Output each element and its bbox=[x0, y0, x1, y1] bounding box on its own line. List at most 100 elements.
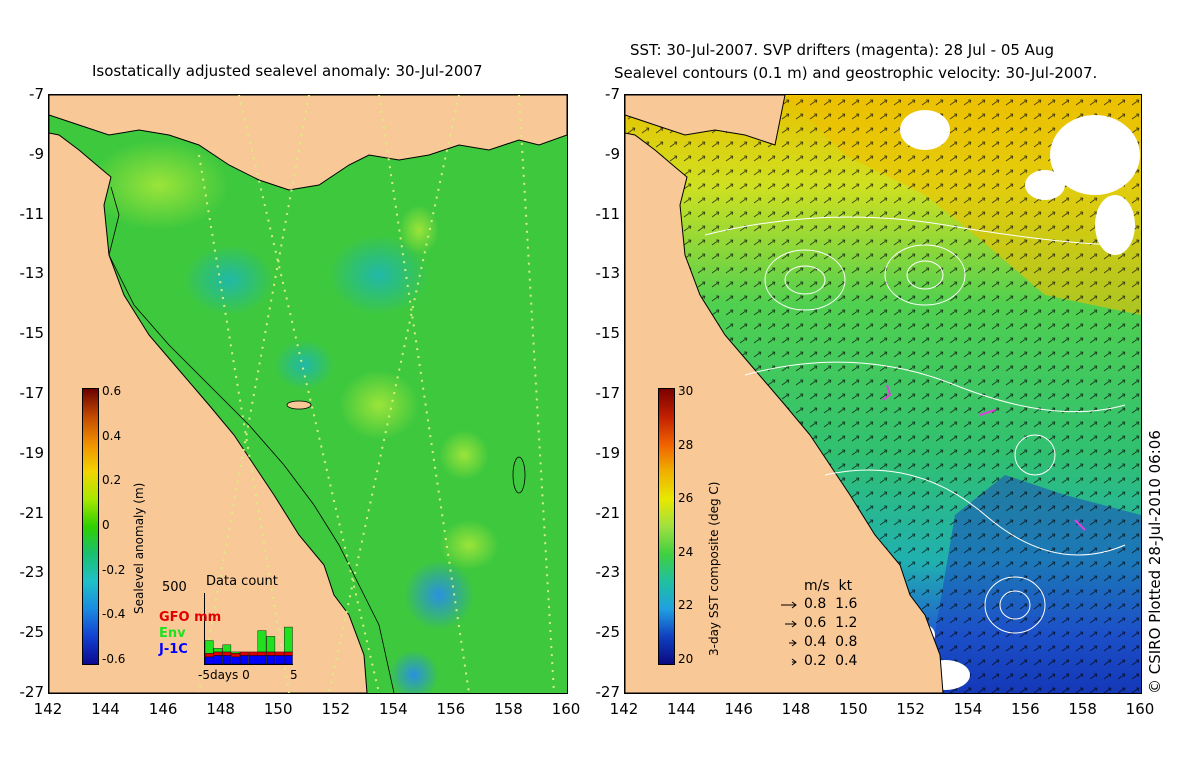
left-map-title: Isostatically adjusted sealevel anomaly:… bbox=[92, 62, 483, 80]
latitude-tick-label: -15 bbox=[595, 324, 621, 343]
latitude-tick-label: -13 bbox=[595, 264, 621, 283]
sealevel-anomaly-map bbox=[48, 94, 568, 694]
longitude-tick-label: 142 bbox=[33, 700, 63, 718]
data-count-bar-jason bbox=[222, 655, 232, 664]
latitude-tick-label: -21 bbox=[595, 503, 621, 522]
data-count-bar-gfo bbox=[275, 651, 284, 656]
latitude-tick-label: -15 bbox=[19, 324, 45, 343]
longitude-tick-label: 156 bbox=[1011, 700, 1040, 718]
anomaly-low bbox=[329, 235, 429, 315]
cloud-mask bbox=[900, 110, 1140, 690]
latitude-tick-label: -27 bbox=[19, 683, 45, 701]
latitude-tick-label: -11 bbox=[595, 204, 621, 223]
data-count-bar-env bbox=[222, 644, 232, 653]
colorbar-tick-label: 0.2 bbox=[102, 473, 122, 488]
sst-colorbar-label: 3-day SST composite (deg C) bbox=[707, 481, 721, 656]
data-count-xlabel-right: 5 bbox=[290, 668, 298, 682]
anomaly-high bbox=[339, 370, 419, 440]
latitude-tick-label: -25 bbox=[595, 623, 621, 642]
data-count-bar-env bbox=[231, 651, 240, 654]
longitude-tick-label: 154 bbox=[953, 700, 983, 718]
colorbar-tick-label: 0.4 bbox=[102, 428, 122, 443]
longitude-tick-label: 152 bbox=[896, 700, 925, 718]
data-count-title: Data count bbox=[206, 574, 278, 589]
data-count-bar-env bbox=[205, 640, 214, 654]
colorbar-tick-label: 0 bbox=[102, 518, 110, 532]
colorbar-tick-label: 0.6 bbox=[102, 384, 122, 398]
colorbar-tick-label: 24 bbox=[678, 544, 694, 559]
credit-text: © CSIRO Plotted 28-Jul-2010 06:06 bbox=[1146, 430, 1164, 694]
velocity-legend-row: 0.2 0.4 bbox=[804, 653, 858, 669]
data-count-bar-jason bbox=[248, 655, 258, 664]
data-count-bar-jason bbox=[266, 655, 276, 664]
longitude-tick-label: 154 bbox=[379, 700, 408, 718]
velocity-scale-arrow-icon bbox=[784, 619, 798, 629]
latitude-tick-label: -11 bbox=[19, 204, 45, 223]
sst-colorbar bbox=[658, 388, 675, 665]
island bbox=[512, 456, 526, 494]
data-count-bar-gfo bbox=[248, 651, 258, 656]
colorbar-tick-label: -0.4 bbox=[102, 607, 126, 622]
data-count-bar-env bbox=[266, 636, 276, 653]
anomaly-high bbox=[439, 430, 489, 480]
data-count-bar-jason bbox=[257, 655, 267, 664]
satellite-tracks bbox=[198, 95, 555, 693]
anomaly-low bbox=[404, 560, 474, 630]
latitude-tick-label: -9 bbox=[29, 144, 44, 163]
latitude-tick-label: -7 bbox=[605, 85, 620, 103]
data-count-bar-gfo bbox=[231, 653, 240, 658]
latitude-tick-label: -23 bbox=[19, 563, 45, 582]
data-count-bar-gfo bbox=[257, 651, 267, 656]
velocity-legend-header: m/s kt bbox=[804, 578, 853, 594]
longitude-tick-label: 156 bbox=[436, 700, 466, 718]
anomaly-high bbox=[399, 205, 439, 255]
shelf-contour bbox=[108, 186, 395, 693]
velocity-scale-arrow-icon bbox=[788, 638, 798, 648]
land-australia bbox=[625, 95, 944, 693]
velocity-legend-row: 0.4 0.8 bbox=[804, 634, 858, 650]
latitude-tick-label: -27 bbox=[595, 683, 621, 701]
longitude-tick-label: 160 bbox=[1125, 700, 1155, 718]
colorbar-tick-label: -0.2 bbox=[102, 562, 126, 577]
data-count-xlabel: -5days 0 bbox=[198, 668, 250, 682]
data-count-bar-jason bbox=[231, 656, 240, 664]
velocity-legend-row: 0.8 1.6 bbox=[804, 596, 858, 612]
data-count-bar-gfo bbox=[205, 653, 214, 658]
longitude-tick-label: 158 bbox=[494, 700, 523, 718]
longitude-tick-label: 152 bbox=[321, 700, 351, 718]
data-count-legend-item: J-1C bbox=[159, 642, 188, 657]
anomaly-high bbox=[89, 140, 229, 230]
data-count-bar-env bbox=[283, 626, 293, 653]
velocity-scale-arrow-icon bbox=[780, 600, 798, 610]
data-count-ymax: 500 bbox=[162, 580, 187, 595]
island bbox=[286, 400, 312, 410]
sealevel-colorbar bbox=[82, 388, 99, 665]
data-count-bar-gfo bbox=[240, 651, 249, 656]
data-count-bar-env bbox=[257, 630, 267, 653]
data-count-bar-gfo bbox=[283, 651, 293, 656]
land-australia bbox=[49, 95, 368, 693]
longitude-tick-label: 146 bbox=[148, 700, 178, 718]
longitude-tick-label: 150 bbox=[263, 700, 293, 718]
latitude-tick-label: -19 bbox=[595, 443, 621, 462]
anomaly-high bbox=[439, 520, 499, 570]
right-map-title-line2: Sealevel contours (0.1 m) and geostrophi… bbox=[614, 64, 1098, 82]
anomaly-low bbox=[389, 650, 439, 693]
longitude-tick-label: 144 bbox=[91, 700, 120, 718]
colorbar-tick-label: 28 bbox=[678, 437, 694, 452]
right-map-title-line1: SST: 30-Jul-2007. SVP drifters (magenta)… bbox=[630, 41, 1054, 59]
latitude-tick-label: -19 bbox=[19, 443, 45, 462]
latitude-tick-label: -21 bbox=[19, 503, 45, 522]
data-count-chart bbox=[204, 593, 293, 665]
data-count-bar-jason bbox=[240, 655, 249, 664]
anomaly-low bbox=[184, 245, 274, 315]
latitude-tick-label: -9 bbox=[605, 144, 620, 163]
latitude-tick-label: -7 bbox=[29, 85, 44, 103]
data-count-legend-item: GFO mm bbox=[159, 610, 222, 625]
velocity-legend-row: 0.6 1.2 bbox=[804, 615, 858, 631]
colorbar-tick-label: -0.6 bbox=[102, 652, 126, 666]
colorbar-tick-label: 30 bbox=[678, 384, 694, 398]
longitude-tick-label: 148 bbox=[206, 700, 235, 718]
colorbar-tick-label: 26 bbox=[678, 491, 694, 506]
colorbar-tick-label: 20 bbox=[678, 652, 694, 666]
